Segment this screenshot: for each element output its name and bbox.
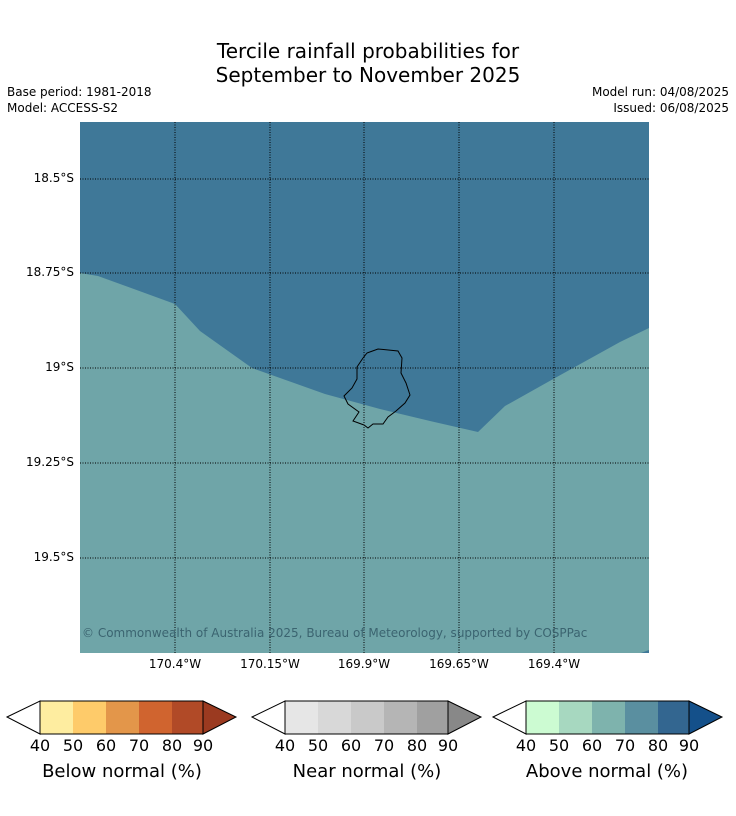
model-run: Model run: 04/08/2025 — [591, 85, 729, 99]
legend-cell — [384, 701, 417, 734]
legend-extend-low — [250, 700, 286, 735]
island-outline — [343, 348, 411, 429]
lon-label: 169.9°W — [337, 657, 391, 671]
legend-title-near: Near normal (%) — [292, 761, 442, 782]
legend-extend-low — [491, 700, 527, 735]
legend-frame — [525, 700, 690, 735]
legend-tick: 80 — [161, 736, 183, 755]
legend-frame — [39, 700, 204, 735]
model-name: Model: ACCESS-S2 — [7, 101, 119, 115]
legend-bar-near — [250, 700, 483, 735]
legend-title-below: Below normal (%) — [42, 761, 202, 782]
legend-tick: 40 — [274, 736, 296, 755]
lat-label: 19.25°S — [26, 455, 74, 469]
legend-tick: 90 — [678, 736, 700, 755]
lon-label: 169.65°W — [429, 657, 489, 671]
legend-tick: 60 — [581, 736, 603, 755]
legend-tick: 90 — [437, 736, 459, 755]
legend-extend-high — [688, 700, 724, 735]
legend-extend-high — [447, 700, 483, 735]
legend-cell — [73, 701, 106, 734]
lon-label: 170.15°W — [240, 657, 300, 671]
graticule — [80, 122, 649, 653]
lon-label: 170.4°W — [148, 657, 202, 671]
legend-cell — [318, 701, 351, 734]
legend-cell — [417, 701, 448, 734]
legend-tick: 90 — [192, 736, 214, 755]
legend-cell — [559, 701, 592, 734]
legend-extend-low — [5, 700, 41, 735]
lat-label: 18.75°S — [26, 265, 74, 279]
legend-bar-below — [5, 700, 238, 735]
legend-cell — [40, 701, 73, 734]
issued-date: Issued: 06/08/2025 — [613, 101, 729, 115]
legend-title-above: Above normal (%) — [525, 761, 689, 782]
legend-cell — [172, 701, 203, 734]
legend-cell — [625, 701, 658, 734]
legend-tick: 80 — [406, 736, 428, 755]
legend-cell — [592, 701, 625, 734]
base-period: Base period: 1981-2018 — [7, 85, 152, 99]
legend-tick: 70 — [373, 736, 395, 755]
legend-cell — [526, 701, 559, 734]
title-line-2: September to November 2025 — [215, 63, 521, 87]
legend-bar-above — [491, 700, 724, 735]
legend-cell — [658, 701, 689, 734]
legend-tick: 70 — [614, 736, 636, 755]
lat-label: 18.5°S — [33, 171, 74, 185]
legend-cell — [351, 701, 384, 734]
legend-tick: 40 — [515, 736, 537, 755]
title-line-1: Tercile rainfall probabilities for — [216, 39, 520, 63]
copyright-notice: © Commonwealth of Australia 2025, Bureau… — [82, 626, 588, 640]
lat-label: 19°S — [45, 360, 74, 374]
legend-tick: 70 — [128, 736, 150, 755]
legend-tick: 50 — [62, 736, 84, 755]
legend-tick: 60 — [95, 736, 117, 755]
legend-tick: 40 — [29, 736, 51, 755]
legend-frame — [284, 700, 449, 735]
legend-tick: 50 — [548, 736, 570, 755]
legend-cell — [106, 701, 139, 734]
legend-tick: 50 — [307, 736, 329, 755]
lat-label: 19.5°S — [33, 550, 74, 564]
legend-extend-high — [202, 700, 238, 735]
legend-cell — [285, 701, 318, 734]
legend-tick: 60 — [340, 736, 362, 755]
lon-label: 169.4°W — [527, 657, 581, 671]
legend-tick: 80 — [647, 736, 669, 755]
legend-cell — [139, 701, 172, 734]
